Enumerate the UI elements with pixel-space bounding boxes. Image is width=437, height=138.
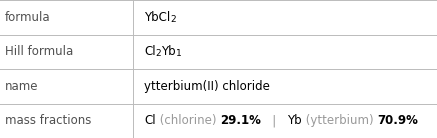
Text: 2: 2 [156,49,161,58]
Text: (chlorine): (chlorine) [156,114,220,127]
Text: 70.9%: 70.9% [378,114,418,127]
Text: Yb: Yb [161,45,176,58]
Text: 1: 1 [176,49,182,58]
Text: 29.1%: 29.1% [220,114,261,127]
Text: |: | [261,114,288,127]
Text: YbCl: YbCl [144,11,170,24]
Text: 2: 2 [170,15,176,24]
Text: Cl: Cl [144,45,156,58]
Text: Yb: Yb [288,114,302,127]
Text: name: name [5,80,39,93]
Text: ytterbium(II) chloride: ytterbium(II) chloride [144,80,270,93]
Text: Hill formula: Hill formula [5,45,73,58]
Text: mass fractions: mass fractions [5,114,92,127]
Text: (ytterbium): (ytterbium) [302,114,378,127]
Text: formula: formula [5,11,51,24]
Text: Cl: Cl [144,114,156,127]
